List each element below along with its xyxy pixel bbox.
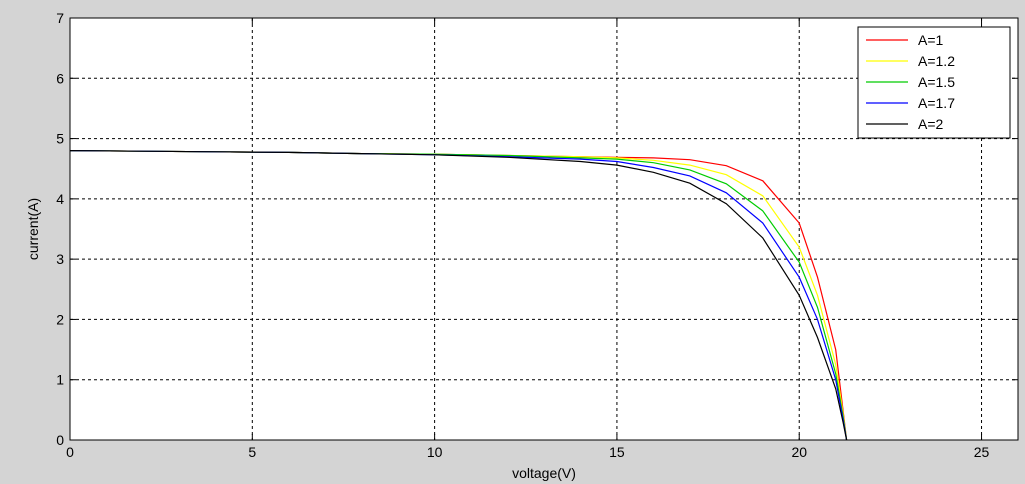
legend-entry-1: A=1: [918, 32, 944, 48]
legend-entry-2: A=1.2: [918, 53, 955, 69]
x-tick-label: 25: [974, 444, 990, 460]
x-tick-label: 15: [609, 444, 625, 460]
y-tick-label: 6: [56, 70, 64, 86]
x-tick-label: 0: [66, 444, 74, 460]
x-tick-label: 5: [248, 444, 256, 460]
y-tick-label: 7: [56, 10, 64, 26]
y-tick-label: 0: [56, 432, 64, 448]
y-axis-label: current(A): [25, 198, 41, 260]
axes-frame: [69, 17, 1019, 441]
series-line-5: [69, 150, 848, 441]
y-tick-label: 1: [56, 372, 64, 388]
x-tick-label: 20: [791, 444, 807, 460]
y-tick-label: 3: [56, 251, 64, 267]
y-tick-label: 2: [56, 311, 64, 327]
legend-entry-5: A=2: [918, 116, 944, 132]
x-tick-label: 10: [427, 444, 443, 460]
y-tick-label: 4: [56, 191, 64, 207]
legend-entry-4: A=1.7: [918, 95, 955, 111]
legend-entry-3: A=1.5: [918, 74, 955, 90]
legend: A=1 A=1.2 A=1.5 A=1.7 A=2: [857, 26, 1011, 139]
y-tick-label: 5: [56, 131, 64, 147]
x-axis-label: voltage(V): [512, 465, 576, 481]
